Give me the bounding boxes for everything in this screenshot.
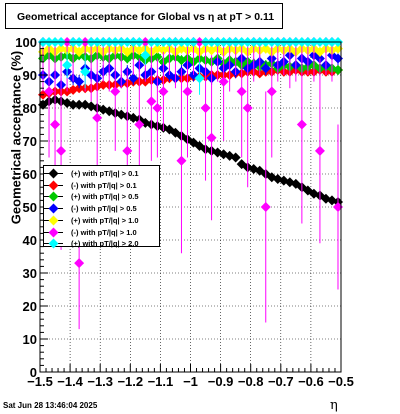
legend-marker [48,227,59,237]
legend-entry: (+) with pT/|q| > 0.1 [44,168,159,180]
legend-label: (+) with pT/|q| > 0.5 [71,192,139,202]
data-point [266,86,277,97]
data-point [236,86,247,97]
data-point [92,112,103,123]
x-tick-label: −1.3 [87,374,113,389]
data-point [74,76,85,87]
y-axis-label: Geometrical acceptance (%) [8,50,24,225]
legend-entry: (-) with pT/|q| > 0.1 [44,180,159,192]
data-point [332,53,343,64]
data-point [314,145,325,156]
y-tick-label: 20 [23,299,37,314]
data-point [158,86,169,97]
legend-entry: (-) with pT/|q| > 1.0 [44,227,159,239]
data-point [182,86,193,97]
y-tick-label: 70 [23,134,37,149]
data-point [194,73,205,84]
y-tick-label: 60 [23,167,37,182]
legend-marker [48,191,59,202]
y-tick-label: 10 [23,332,37,347]
timestamp: Sat Jun 28 13:46:04 2025 [3,401,98,410]
data-point [50,119,61,130]
legend-label: (+) with pT/|q| > 2.0 [71,239,139,249]
data-marks [38,37,343,330]
legend-label: (+) with pT/|q| > 0.1 [71,169,139,178]
legend-entry: (+) with pT/|q| > 0.5 [44,191,159,203]
x-tick-label: −1.2 [117,374,143,389]
data-point [332,202,343,212]
data-point [152,103,163,113]
data-point [260,63,271,74]
data-point [74,99,85,110]
x-tick-label: −1.1 [148,374,174,389]
y-tick-label: 80 [23,101,37,116]
data-point [98,79,109,90]
data-point [44,86,55,97]
data-point [80,66,91,77]
x-tick-label: −0.6 [298,374,324,389]
y-tick-label: 100 [15,35,37,50]
legend-label: (-) with pT/|q| > 1.0 [71,227,137,237]
data-point [296,119,307,130]
x-tick-label: −1.4 [57,374,83,389]
data-point [260,202,271,212]
x-tick-label: −0.9 [208,374,234,389]
data-point [62,60,73,71]
x-axis-label: η [330,398,338,413]
data-point [134,119,145,130]
y-tick-label: 90 [23,68,37,83]
data-point [200,103,211,113]
data-point [332,65,343,76]
data-point [218,76,229,87]
y-tick-label: 40 [23,233,37,248]
data-point [56,145,67,156]
x-tick-label: −0.7 [268,374,294,389]
legend-marker [48,203,59,214]
legend-entry: (+) with pT/|q| > 1.0 [44,215,159,227]
x-tick-label: −1 [183,374,198,389]
data-point [74,258,85,269]
legend-label: (-) with pT/|q| > 0.1 [71,180,137,190]
data-point [128,73,139,84]
legend-entry: (+) with pT/|q| > 2.0 [44,238,159,250]
data-point [68,99,79,110]
data-point [176,155,187,166]
data-point [146,96,157,107]
legend-marker [48,238,59,249]
x-tick-label: −0.8 [238,374,264,389]
data-point [110,86,121,97]
legend-marker [48,168,59,179]
legend-label: (-) with pT/|q| > 0.5 [71,204,137,214]
data-point [122,145,133,156]
y-tick-label: 50 [23,200,37,215]
legend: (+) with pT/|q| > 0.1 (-) with pT/|q| > 0… [43,165,160,250]
y-tick-label: 0 [30,365,37,380]
legend-marker [48,215,59,226]
data-point [242,103,253,113]
x-tick-label: −0.5 [328,374,354,389]
data-point [332,43,343,54]
data-point [140,50,151,61]
data-point [152,51,163,62]
legend-marker [48,180,59,191]
data-point [230,152,241,163]
legend-label: (+) with pT/|q| > 1.0 [71,215,139,225]
legend-entry: (-) with pT/|q| > 0.5 [44,203,159,215]
chart-title: Geometrical acceptance for Global vs η a… [5,3,283,29]
axes: −1.5 −1.4 −1.3 −1.2 −1.1 −1 −0.9 −0.8 −0.7 −0.6 −0… [15,35,354,389]
x-tick-label: −1.5 [27,374,53,389]
y-tick-label: 30 [23,266,37,281]
data-point [206,132,217,143]
